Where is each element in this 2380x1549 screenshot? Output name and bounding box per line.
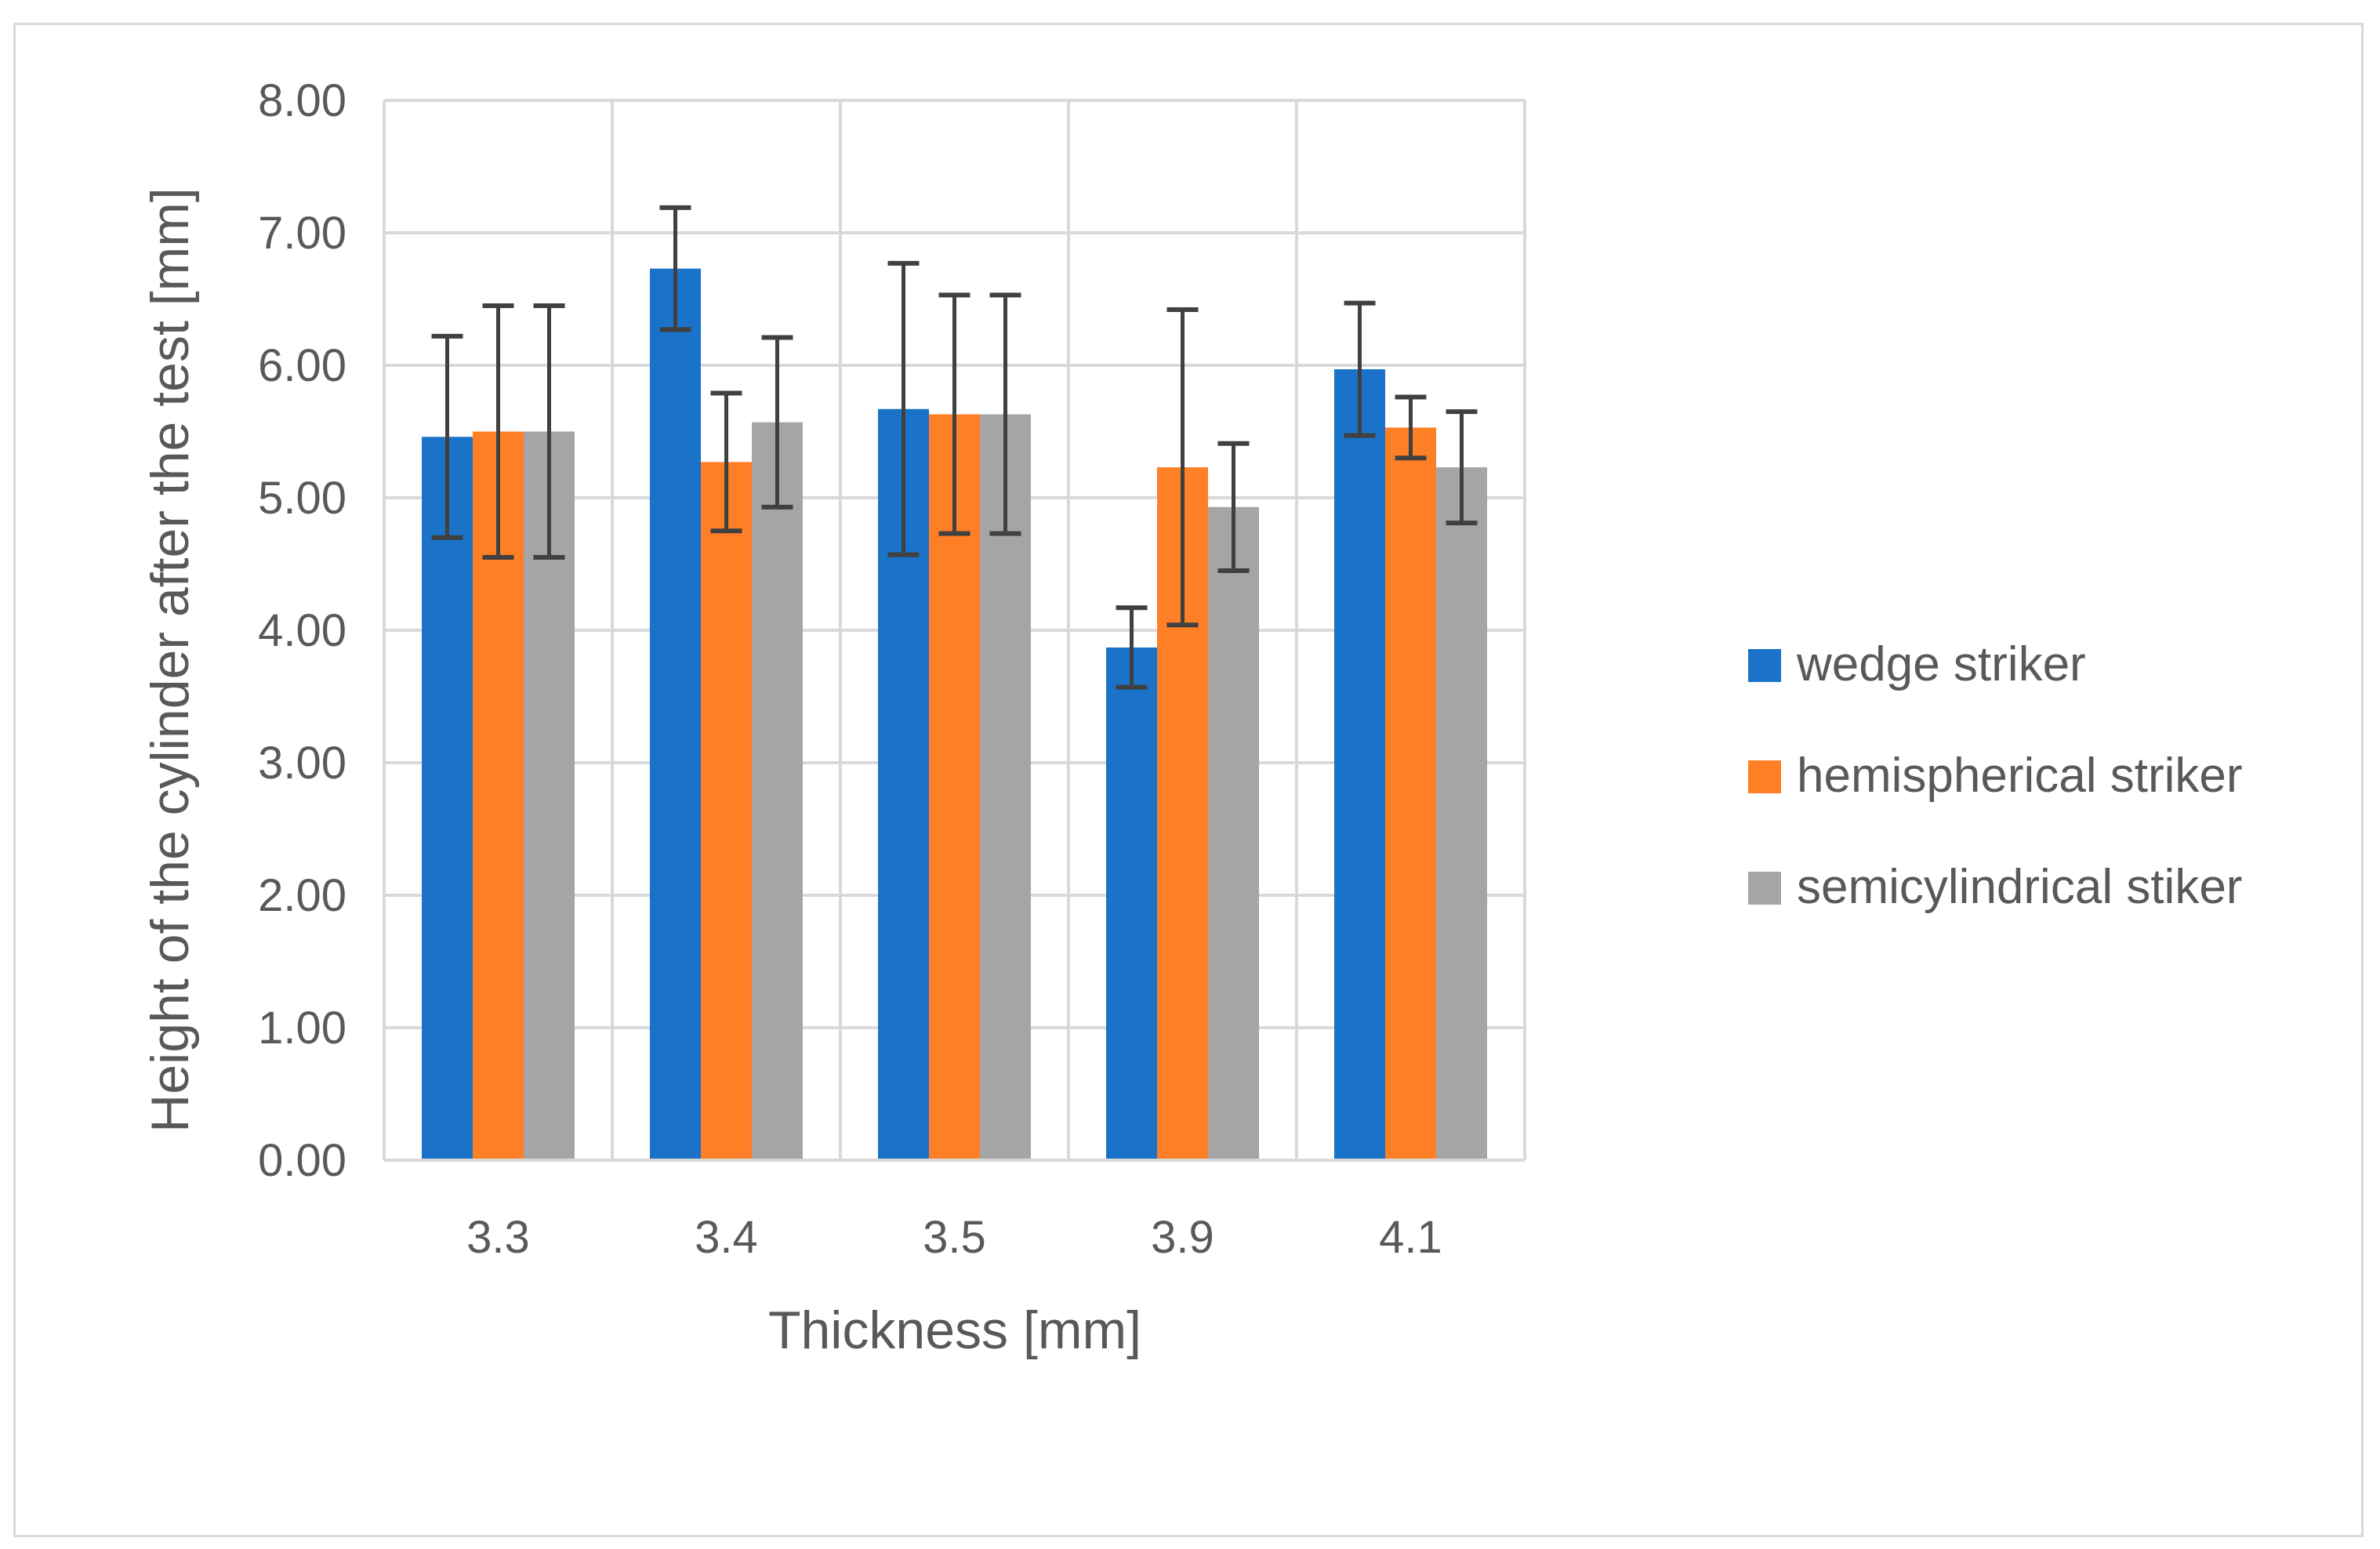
x-tick-label: 4.1: [1379, 1212, 1442, 1263]
y-tick-label: 3.00: [258, 738, 346, 789]
legend: wedge striker hemispherical striker semicy…: [1748, 637, 2243, 914]
bar: [1385, 427, 1436, 1160]
x-tick-label: 3.9: [1151, 1212, 1214, 1263]
x-tick-label: 3.4: [695, 1212, 758, 1263]
legend-swatch: [1748, 760, 1781, 793]
y-tick-label: 6.00: [258, 340, 346, 391]
x-tick-label: 3.5: [923, 1212, 986, 1263]
x-tick-label: 3.3: [466, 1212, 530, 1263]
bar: [1334, 369, 1385, 1160]
y-tick-label: 4.00: [258, 605, 346, 656]
legend-label: hemispherical striker: [1797, 749, 2243, 803]
bar: [422, 437, 473, 1160]
y-tick-label: 0.00: [258, 1135, 346, 1186]
y-axis-title: Height of the cylinder after the test [m…: [140, 187, 200, 1133]
y-tick-label: 2.00: [258, 870, 346, 921]
bar: [1208, 506, 1259, 1160]
bar: [980, 414, 1031, 1160]
bar: [752, 422, 803, 1160]
legend-swatch: [1748, 872, 1781, 905]
y-tick-label: 5.00: [258, 473, 346, 524]
bar: [1106, 647, 1157, 1160]
legend-label: semicylindrical stiker: [1797, 860, 2242, 914]
legend-label: wedge striker: [1796, 637, 2086, 691]
x-axis-title: Thickness [mm]: [768, 1301, 1141, 1360]
y-tick-label: 8.00: [258, 75, 346, 126]
x-tick-labels: 3.3 3.4 3.5 3.9 4.1: [466, 1212, 1442, 1263]
y-tick-label: 1.00: [258, 1003, 346, 1054]
error-bars: [431, 205, 1478, 690]
legend-swatch: [1748, 649, 1781, 682]
bar: [701, 462, 752, 1160]
bar: [929, 414, 980, 1160]
bar: [1436, 467, 1487, 1160]
y-tick-label: 7.00: [258, 208, 346, 259]
y-tick-labels: 0.00 1.00 2.00 3.00 4.00 5.00 6.00 7.00 8.00: [258, 75, 346, 1186]
bar: [650, 268, 701, 1160]
